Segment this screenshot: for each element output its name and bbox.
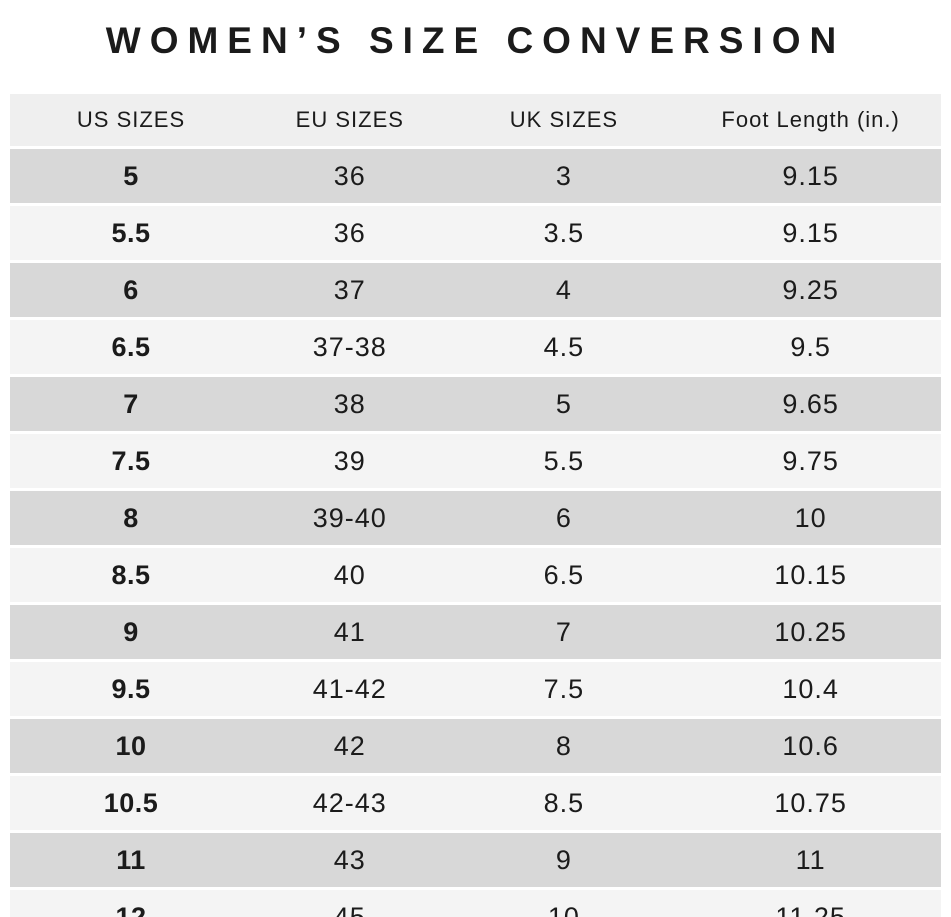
cell-foot: 10.75 bbox=[680, 776, 941, 833]
cell-foot: 9.15 bbox=[680, 206, 941, 263]
cell-us: 7 bbox=[10, 377, 253, 434]
column-header-uk: UK SIZES bbox=[447, 94, 681, 149]
cell-us: 9 bbox=[10, 605, 253, 662]
cell-us: 7.5 bbox=[10, 434, 253, 491]
cell-eu: 41-42 bbox=[252, 662, 448, 719]
cell-eu: 37-38 bbox=[252, 320, 448, 377]
cell-us: 6.5 bbox=[10, 320, 253, 377]
table-row: 5 36 3 9.15 bbox=[10, 149, 941, 206]
size-conversion-table: US SIZES EU SIZES UK SIZES Foot Length (in.… bbox=[10, 94, 941, 917]
table-row: 8 39-40 6 10 bbox=[10, 491, 941, 548]
cell-us: 8 bbox=[10, 491, 253, 548]
cell-uk: 8.5 bbox=[447, 776, 681, 833]
cell-uk: 4 bbox=[447, 263, 681, 320]
table-header: US SIZES EU SIZES UK SIZES Foot Length (in.… bbox=[10, 94, 941, 149]
cell-us: 12 bbox=[10, 890, 253, 917]
cell-foot: 10.4 bbox=[680, 662, 941, 719]
table-row: 12 45 10 11.25 bbox=[10, 890, 941, 917]
cell-us: 8.5 bbox=[10, 548, 253, 605]
cell-us: 5 bbox=[10, 149, 253, 206]
cell-eu: 38 bbox=[252, 377, 448, 434]
page-title: WOMEN’S SIZE CONVERSION bbox=[105, 20, 846, 61]
table-row: 11 43 9 11 bbox=[10, 833, 941, 890]
cell-foot: 9.75 bbox=[680, 434, 941, 491]
cell-foot: 9.15 bbox=[680, 149, 941, 206]
cell-eu: 45 bbox=[252, 890, 448, 917]
cell-foot: 10 bbox=[680, 491, 941, 548]
cell-eu: 41 bbox=[252, 605, 448, 662]
cell-foot: 11.25 bbox=[680, 890, 941, 917]
cell-foot: 10.15 bbox=[680, 548, 941, 605]
cell-uk: 6 bbox=[447, 491, 681, 548]
column-header-foot: Foot Length (in.) bbox=[680, 94, 941, 149]
table-row: 10 42 8 10.6 bbox=[10, 719, 941, 776]
table-row: 7.5 39 5.5 9.75 bbox=[10, 434, 941, 491]
cell-us: 9.5 bbox=[10, 662, 253, 719]
cell-foot: 9.25 bbox=[680, 263, 941, 320]
table-row: 10.5 42-43 8.5 10.75 bbox=[10, 776, 941, 833]
table-row: 9.5 41-42 7.5 10.4 bbox=[10, 662, 941, 719]
cell-uk: 3.5 bbox=[447, 206, 681, 263]
cell-uk: 9 bbox=[447, 833, 681, 890]
cell-foot: 10.25 bbox=[680, 605, 941, 662]
cell-eu: 42-43 bbox=[252, 776, 448, 833]
cell-eu: 43 bbox=[252, 833, 448, 890]
table-row: 5.5 36 3.5 9.15 bbox=[10, 206, 941, 263]
table-row: 8.5 40 6.5 10.15 bbox=[10, 548, 941, 605]
cell-eu: 42 bbox=[252, 719, 448, 776]
header-row: US SIZES EU SIZES UK SIZES Foot Length (in.… bbox=[10, 94, 941, 149]
table-row: 9 41 7 10.25 bbox=[10, 605, 941, 662]
table-row: 7 38 5 9.65 bbox=[10, 377, 941, 434]
cell-eu: 37 bbox=[252, 263, 448, 320]
cell-uk: 5.5 bbox=[447, 434, 681, 491]
cell-foot: 9.5 bbox=[680, 320, 941, 377]
column-header-eu: EU SIZES bbox=[252, 94, 448, 149]
table-body: 5 36 3 9.15 5.5 36 3.5 9.15 6 37 4 9.25 6.5 37-38 4.5 9… bbox=[10, 149, 941, 917]
cell-uk: 3 bbox=[447, 149, 681, 206]
cell-us: 6 bbox=[10, 263, 253, 320]
cell-eu: 39 bbox=[252, 434, 448, 491]
cell-us: 10 bbox=[10, 719, 253, 776]
cell-us: 11 bbox=[10, 833, 253, 890]
cell-uk: 4.5 bbox=[447, 320, 681, 377]
cell-eu: 36 bbox=[252, 149, 448, 206]
cell-uk: 7 bbox=[447, 605, 681, 662]
column-header-us: US SIZES bbox=[10, 94, 253, 149]
cell-foot: 9.65 bbox=[680, 377, 941, 434]
cell-uk: 6.5 bbox=[447, 548, 681, 605]
cell-us: 5.5 bbox=[10, 206, 253, 263]
table-row: 6 37 4 9.25 bbox=[10, 263, 941, 320]
cell-us: 10.5 bbox=[10, 776, 253, 833]
table-row: 6.5 37-38 4.5 9.5 bbox=[10, 320, 941, 377]
cell-uk: 7.5 bbox=[447, 662, 681, 719]
cell-uk: 5 bbox=[447, 377, 681, 434]
cell-eu: 40 bbox=[252, 548, 448, 605]
cell-eu: 39-40 bbox=[252, 491, 448, 548]
cell-uk: 10 bbox=[447, 890, 681, 917]
cell-eu: 36 bbox=[252, 206, 448, 263]
cell-foot: 11 bbox=[680, 833, 941, 890]
cell-uk: 8 bbox=[447, 719, 681, 776]
cell-foot: 10.6 bbox=[680, 719, 941, 776]
